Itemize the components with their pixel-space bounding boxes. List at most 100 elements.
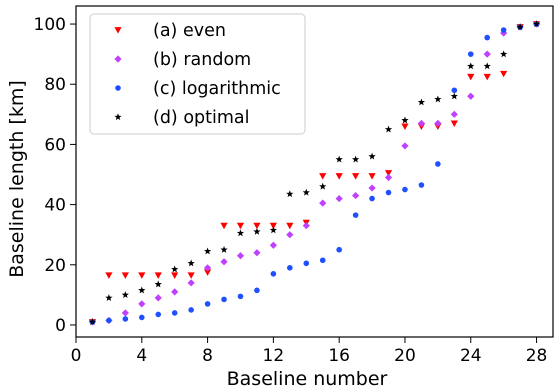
point-logarithmic (287, 264, 293, 271)
point-logarithmic (155, 311, 162, 318)
ticks-layer: 0 4 8 12 16 20 24 28 0 20 40 60 80 100 (34, 15, 548, 366)
legend: (a) even (b) random (c) logarithmic (d) … (89, 13, 306, 135)
point-optimal (88, 318, 97, 326)
point-logarithmic (188, 307, 194, 313)
point-logarithmic (270, 271, 277, 277)
point-even (286, 222, 294, 230)
point-even (335, 173, 343, 180)
point-even (220, 222, 228, 230)
point-even (401, 123, 409, 130)
y-tick-label: 60 (44, 135, 66, 155)
legend-label-optimal: (d) optimal (153, 108, 250, 128)
point-random (269, 241, 277, 249)
point-random (401, 142, 409, 150)
point-even (203, 269, 212, 276)
point-optimal (203, 247, 212, 255)
legend-marker-optimal (114, 113, 122, 121)
point-even (187, 272, 195, 279)
x-tick-label: 24 (460, 346, 482, 366)
point-optimal (516, 23, 524, 31)
point-even (121, 272, 129, 279)
point-logarithmic (221, 296, 227, 303)
point-optimal (352, 155, 360, 163)
point-logarithmic (352, 212, 359, 218)
point-logarithmic (336, 246, 342, 253)
point-even (105, 272, 113, 279)
point-logarithmic (467, 51, 474, 57)
point-logarithmic (106, 317, 112, 324)
x-tick-label: 28 (526, 346, 548, 366)
point-even (236, 222, 245, 230)
point-logarithmic (418, 182, 425, 188)
point-random (121, 309, 129, 317)
point-random (483, 50, 491, 58)
legend-markers (114, 27, 122, 121)
point-random (220, 258, 228, 266)
y-tick-label: 80 (44, 75, 66, 95)
point-logarithmic (385, 189, 392, 196)
point-even (467, 73, 475, 81)
point-optimal (417, 98, 426, 106)
point-optimal (269, 226, 277, 234)
point-optimal (236, 229, 245, 237)
point-optimal (368, 152, 376, 160)
point-optimal (434, 95, 442, 103)
point-even (450, 120, 458, 127)
x-tick-label: 8 (202, 346, 213, 366)
point-logarithmic (402, 186, 408, 193)
y-tick-label: 100 (34, 15, 66, 35)
point-even (269, 222, 277, 230)
point-optimal (500, 50, 508, 58)
point-random (319, 199, 327, 207)
point-optimal (286, 190, 294, 198)
point-random (434, 119, 442, 127)
point-even (352, 173, 360, 180)
legend-label-logarithmic: (c) logarithmic (153, 79, 281, 99)
y-axis-label: Baseline length [km] (6, 80, 28, 278)
point-optimal (187, 259, 195, 267)
point-optimal (532, 20, 541, 28)
point-optimal (401, 116, 409, 124)
point-optimal (154, 280, 162, 288)
x-tick-label: 16 (328, 346, 350, 366)
x-tick-label: 4 (136, 346, 147, 366)
legend-marker-random (114, 55, 122, 63)
point-optimal (319, 182, 327, 190)
point-random (450, 110, 458, 118)
point-even (171, 272, 179, 279)
point-even (319, 173, 327, 180)
point-even (253, 222, 261, 230)
point-random (352, 191, 360, 200)
point-random (302, 222, 310, 230)
plot-frame (75, 5, 554, 338)
point-optimal (138, 286, 146, 294)
point-optimal (450, 92, 458, 100)
point-optimal (302, 188, 310, 196)
point-logarithmic (122, 316, 129, 322)
y-tick-label: 40 (44, 196, 66, 216)
point-random (236, 252, 245, 260)
legend-label-even: (a) even (153, 21, 226, 41)
point-optimal (253, 227, 261, 235)
point-random (171, 288, 179, 296)
point-even (368, 173, 376, 180)
point-logarithmic (254, 287, 260, 294)
point-random (417, 119, 426, 127)
point-logarithmic (500, 27, 507, 33)
point-optimal (335, 155, 343, 163)
x-tick-label: 12 (263, 346, 285, 366)
point-random (203, 264, 212, 272)
legend-label-random: (b) random (153, 50, 251, 70)
point-random (286, 231, 294, 239)
point-optimal (105, 294, 113, 301)
point-logarithmic (369, 195, 375, 202)
point-even (500, 70, 508, 78)
point-optimal (467, 62, 475, 70)
point-random (138, 300, 146, 308)
point-logarithmic (204, 301, 211, 307)
point-logarithmic (319, 257, 326, 264)
point-random (384, 173, 393, 182)
point-logarithmic (171, 310, 178, 316)
point-even (384, 170, 393, 177)
